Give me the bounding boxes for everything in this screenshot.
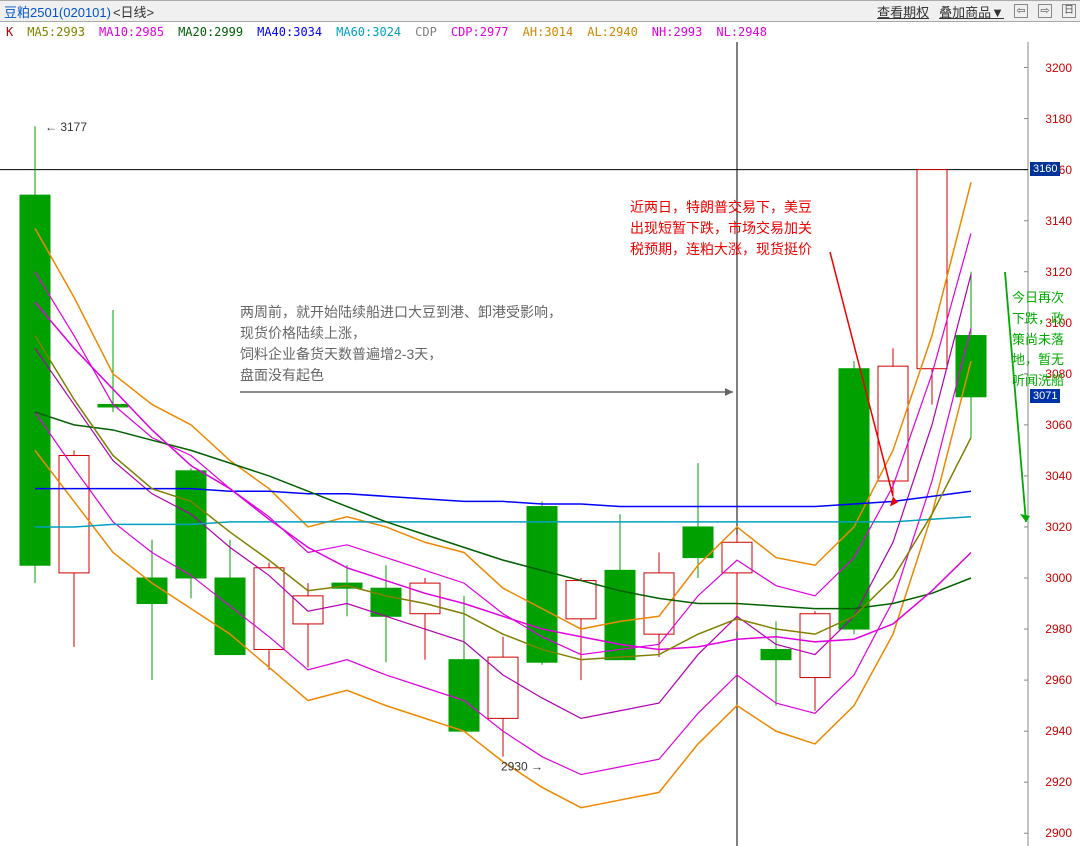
annotation-line: 近两日，特朗普交易下，美豆 — [630, 197, 812, 218]
chart-header: 豆粕2501(020101) <日线> 查看期权 叠加商品▼ ⇦ ⇨ 日 — [0, 0, 1080, 22]
period-label: <日线> — [113, 2, 154, 21]
indicator-label: AH:3014 — [523, 25, 574, 39]
indicator-label: CDP — [415, 25, 437, 39]
y-axis-tick: 3060 — [1045, 418, 1072, 432]
indicator-bar: K MA5:2993 MA10:2985 MA20:2999 MA40:3034 MA60… — [0, 22, 1080, 42]
indicator-label: MA40:3034 — [257, 25, 322, 39]
y-axis-tick: 2960 — [1045, 673, 1072, 687]
overlay-dropdown[interactable]: 叠加商品▼ — [939, 2, 1004, 21]
indicator-label: NL:2948 — [716, 25, 767, 39]
y-axis-tick: 3040 — [1045, 469, 1072, 483]
nav-next-icon[interactable]: ⇨ — [1038, 4, 1052, 18]
annotation-red: 近两日，特朗普交易下，美豆 出现短暂下跌，市场交易加关 税预期，连粕大涨，现货挺… — [630, 197, 812, 260]
y-axis-tick: 3000 — [1045, 571, 1072, 585]
annotation-line: 饲料企业备货天数普遍增2-3天， — [240, 344, 562, 365]
candlestick-chart[interactable]: ← 3177 2930 → 2900 2920 2940 2960 2980 3000 302… — [0, 42, 1080, 846]
indicator-label: MA20:2999 — [178, 25, 243, 39]
y-axis-tick: 2940 — [1045, 724, 1072, 738]
indicator-label: MA10:2985 — [99, 25, 164, 39]
header-tools: 查看期权 叠加商品▼ ⇦ ⇨ 日 — [877, 2, 1076, 21]
annotation-gray: 两周前，就开始陆续船进口大豆到港、卸港受影响， 现货价格陆续上涨， 饲料企业备货… — [240, 302, 562, 386]
indicator-label: CDP:2977 — [451, 25, 509, 39]
y-axis-tick: 2900 — [1045, 826, 1072, 840]
annotation-green: 今日再次 下跌，政 策尚未落 地，暂无 听闻洗船 — [1012, 288, 1064, 392]
nav-prev-icon[interactable]: ⇦ — [1014, 4, 1028, 18]
annotation-line: 策尚未落 — [1012, 330, 1064, 351]
y-axis-tick: 2920 — [1045, 775, 1072, 789]
indicator-label: MA5:2993 — [27, 25, 85, 39]
annotation-line: 出现短暂下跌，市场交易加关 — [630, 218, 812, 239]
symbol-name: 豆粕2501(020101) — [4, 2, 111, 21]
annotation-line: 盘面没有起色 — [240, 365, 562, 386]
indicator-label: K — [6, 25, 13, 39]
view-options-link[interactable]: 查看期权 — [877, 2, 929, 21]
header-title: 豆粕2501(020101) <日线> — [4, 2, 154, 21]
annotation-line: 两周前，就开始陆续船进口大豆到港、卸港受影响， — [240, 302, 562, 323]
annotation-line: 现货价格陆续上涨， — [240, 323, 562, 344]
crosshair-price-badge: 3160 — [1030, 162, 1060, 176]
y-axis-tick: 3180 — [1045, 112, 1072, 126]
annotation-line: 税预期，连粕大涨，现货挺价 — [630, 239, 812, 260]
svg-text:← 3177: ← 3177 — [45, 120, 87, 134]
y-axis-tick: 3120 — [1045, 265, 1072, 279]
y-axis-tick: 2980 — [1045, 622, 1072, 636]
indicator-label: NH:2993 — [652, 25, 703, 39]
nav-day-icon[interactable]: 日 — [1062, 4, 1076, 18]
svg-text:2930 →: 2930 → — [501, 760, 543, 774]
annotation-line: 下跌，政 — [1012, 309, 1064, 330]
annotation-line: 地，暂无 — [1012, 350, 1064, 371]
y-axis-tick: 3200 — [1045, 61, 1072, 75]
y-axis-tick: 3140 — [1045, 214, 1072, 228]
annotation-line: 听闻洗船 — [1012, 371, 1064, 392]
indicator-label: AL:2940 — [587, 25, 638, 39]
indicator-label: MA60:3024 — [336, 25, 401, 39]
annotation-line: 今日再次 — [1012, 288, 1064, 309]
y-axis-tick: 3020 — [1045, 520, 1072, 534]
